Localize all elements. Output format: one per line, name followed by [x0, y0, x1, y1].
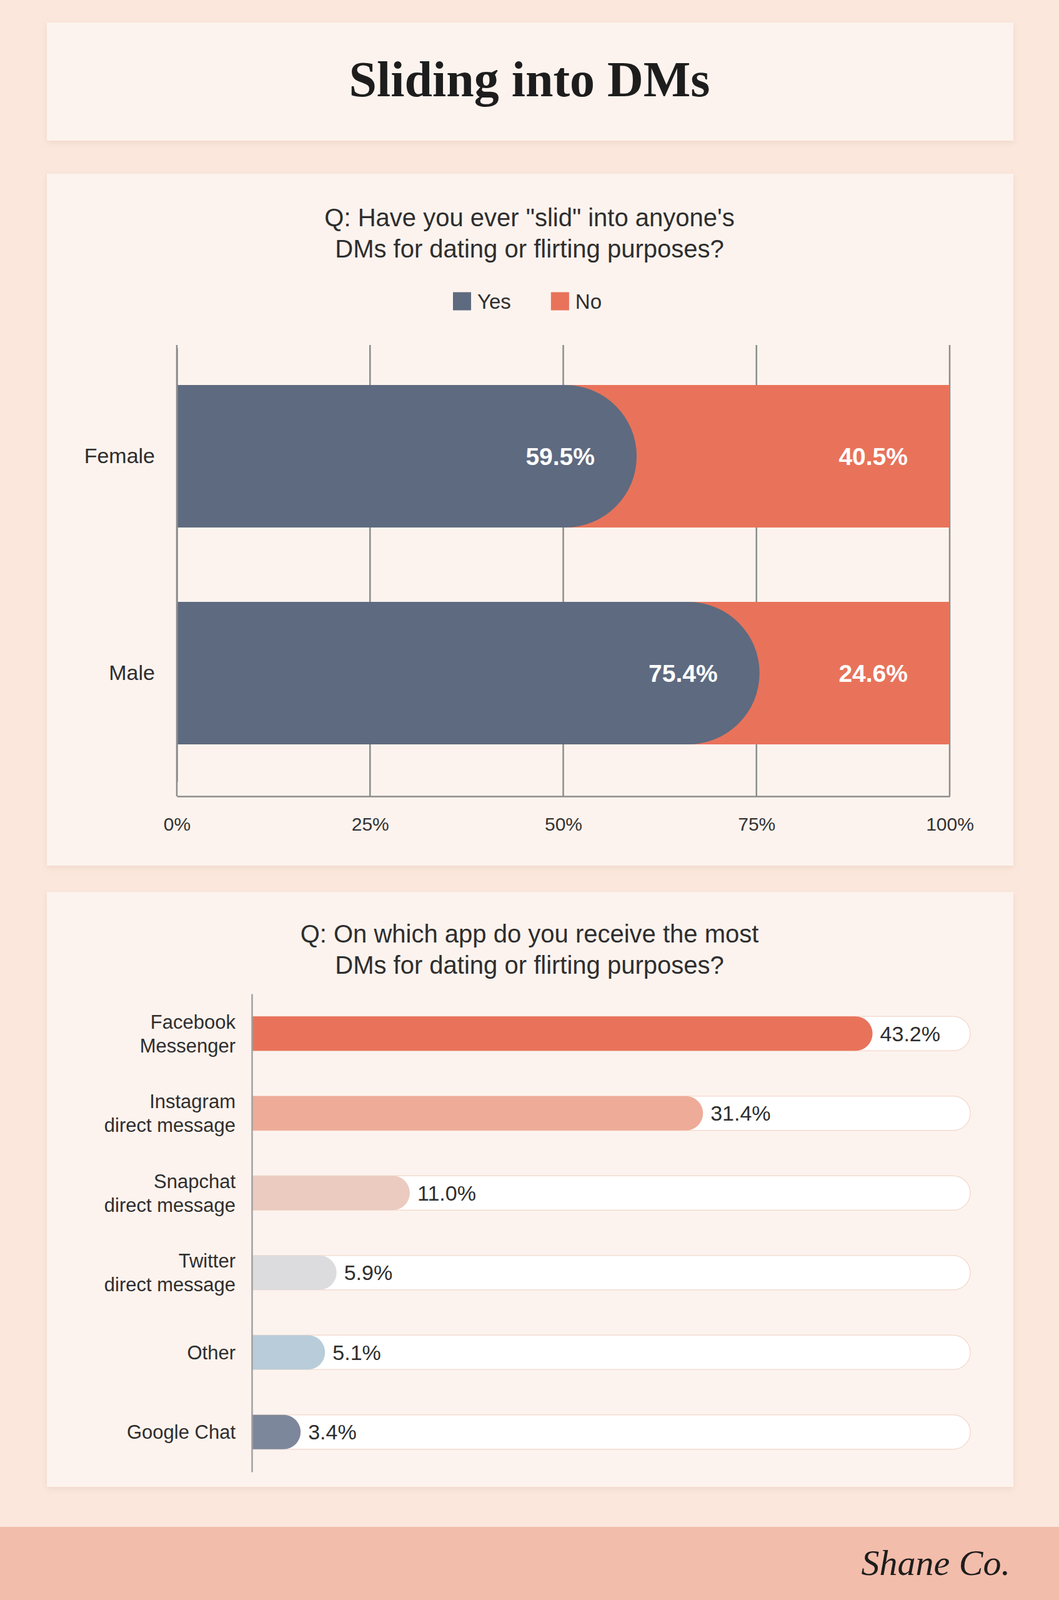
grid-line [176, 344, 179, 796]
bars [251, 1015, 873, 1449]
bar-track [251, 1334, 971, 1369]
bar [251, 1414, 301, 1449]
data-label: 31.4% [710, 1100, 771, 1125]
tick-label: Female [84, 443, 155, 468]
tick: Google Chat [126, 1420, 236, 1443]
data-labels: 59.5% 75.4% 40.5% 24.6% [525, 442, 908, 687]
tick-label: 0% [163, 813, 191, 835]
data-label: 3.4% [308, 1419, 357, 1444]
axis-line [251, 994, 254, 1472]
tick-label: Twitterdirect message [104, 1249, 236, 1296]
y-axis: Female Male [84, 348, 178, 782]
legend: Yes No [452, 289, 602, 314]
legend-swatch [551, 292, 570, 311]
tick: Instagramdirect message [104, 1090, 236, 1136]
chart-stacked: Q: Have you ever "slid" into anyone'sDMs… [84, 203, 975, 835]
bar-segment [176, 384, 637, 528]
data-label: 24.6% [838, 659, 908, 687]
tick-label: 75% [737, 813, 776, 835]
tick: Other [186, 1340, 236, 1363]
bar [251, 1255, 337, 1290]
tick: FacebookMessenger [139, 1010, 237, 1056]
tick-label: 25% [351, 813, 390, 835]
axis-line [176, 348, 179, 782]
tick: 0% [163, 795, 191, 835]
bar-track [251, 1015, 971, 1051]
panel [46, 22, 1014, 141]
tick: Snapchatdirect message [104, 1169, 237, 1216]
tick: 75% [737, 795, 776, 835]
data-labels: 43.2% 31.4% 11.0% 5.9% 5.1% 3.4% [308, 1021, 941, 1444]
bar [251, 1015, 873, 1051]
chart-title: Q: On which app do you receive the mostD… [300, 919, 760, 979]
tick: Twitterdirect message [104, 1249, 236, 1296]
chart-title: Q: Have you ever "slid" into anyone'sDMs… [324, 203, 735, 263]
tick-label: 50% [544, 813, 583, 835]
data-label: 5.9% [344, 1260, 393, 1284]
page: Sliding into DMs Q: Have you ever "slid" … [0, 0, 1059, 1600]
panel [46, 891, 1014, 1487]
tick-label: Male [108, 660, 155, 685]
bar-track [251, 1095, 971, 1131]
background [0, 0, 1059, 1600]
bar-segment [176, 601, 760, 745]
bar-track [251, 1414, 971, 1449]
tick-label: 100% [925, 813, 975, 835]
bar-track [251, 1255, 971, 1290]
tick-label: Other [186, 1340, 236, 1363]
tick-label: Snapchatdirect message [104, 1169, 237, 1216]
tracks [251, 1015, 971, 1449]
legend-label: No [575, 289, 602, 314]
logo: Shane Co. [861, 1541, 1011, 1583]
tick: Female [84, 443, 155, 468]
data-label: 75.4% [648, 659, 718, 687]
legend-label: Yes [477, 289, 512, 314]
chart-bars: Q: On which app do you receive the mostD… [104, 919, 971, 1472]
bar [251, 1175, 410, 1210]
panel [46, 173, 1014, 866]
footer-band [0, 1526, 1059, 1600]
tick: 100% [925, 795, 975, 835]
tick: 50% [544, 795, 583, 835]
axis-line [177, 795, 951, 798]
tick: Male [108, 660, 155, 685]
tick: 25% [351, 795, 390, 835]
tick-label: Google Chat [126, 1420, 236, 1443]
data-label: 43.2% [880, 1021, 941, 1046]
grid [176, 344, 950, 796]
legend-item: No [551, 289, 602, 314]
data-label: 11.0% [417, 1180, 477, 1205]
data-label: 40.5% [838, 442, 908, 470]
data-label: 59.5% [525, 442, 595, 470]
page-title: Sliding into DMs [349, 51, 711, 107]
x-axis: 0% 25% 50% 75% 100% [163, 795, 975, 835]
tick-label: FacebookMessenger [139, 1010, 237, 1056]
bar-track [251, 1175, 971, 1210]
y-axis: FacebookMessenger Instagramdirect message… [104, 994, 253, 1472]
legend-swatch [452, 292, 472, 311]
data-label: 5.1% [332, 1340, 382, 1364]
bars [176, 384, 950, 745]
legend-item: Yes [452, 289, 512, 314]
bar [251, 1095, 703, 1131]
tick-label: Instagramdirect message [104, 1090, 236, 1136]
bar [251, 1334, 325, 1369]
